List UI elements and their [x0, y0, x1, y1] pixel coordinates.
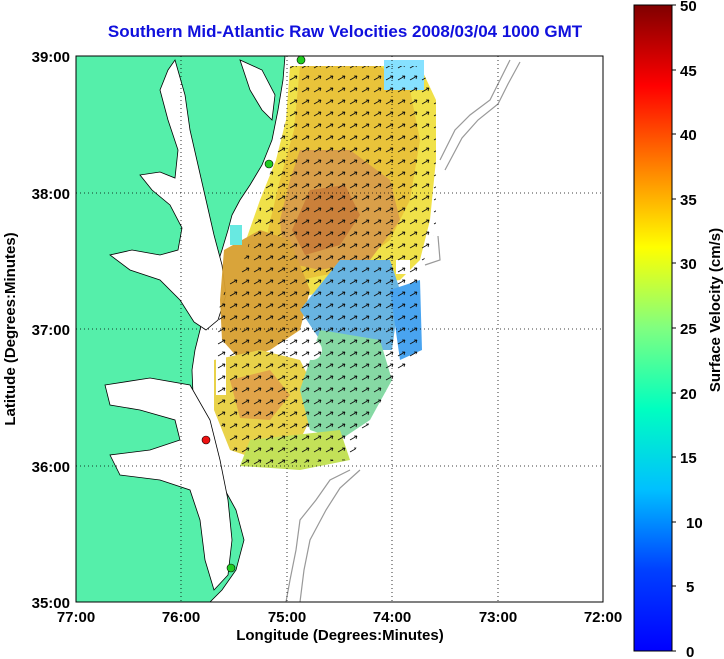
y-tick-label: 38:00 [32, 186, 70, 203]
colorbar-tick-label: 0 [686, 644, 694, 659]
x-tick-labels: 77:00 76:00 75:00 74:00 73:00 72:00 [57, 609, 622, 626]
colorbar-tick-label: 30 [680, 256, 697, 273]
x-tick-label: 73:00 [479, 609, 517, 626]
map-title: Southern Mid-Atlantic Raw Velocities 200… [107, 22, 583, 41]
colorbar-tick-label: 20 [680, 386, 697, 403]
colorbar-tick-label: 15 [680, 450, 697, 467]
colorbar-ticks [672, 4, 676, 652]
y-tick-label: 36:00 [32, 459, 70, 476]
y-tick-labels: 39:00 38:00 37:00 36:00 35:00 [32, 49, 70, 612]
y-tick-label: 37:00 [32, 322, 70, 339]
y-axis-label: Latitude (Degrees:Minutes) [2, 232, 19, 425]
station-marker [264, 159, 274, 169]
x-tick-label: 75:00 [268, 609, 306, 626]
y-tick-label: 35:00 [32, 595, 70, 612]
colorbar-label: Surface Velocity (cm/s) [707, 228, 724, 392]
station-markers [201, 55, 306, 573]
colorbar-tick-label: 45 [680, 63, 697, 80]
y-tick-label: 39:00 [32, 49, 70, 66]
colorbar-tick-label: 10 [686, 515, 703, 532]
x-axis-label: Longitude (Degrees:Minutes) [236, 627, 444, 644]
station-marker [296, 55, 306, 65]
x-tick-label: 77:00 [57, 609, 95, 626]
colorbar-tick-label: 35 [680, 192, 697, 209]
x-tick-label: 76:00 [162, 609, 200, 626]
grid-lines [76, 56, 603, 602]
colorbar-tick-label: 40 [680, 127, 697, 144]
colorbar-tick-labels: 50 45 40 35 30 25 20 15 10 5 0 [680, 0, 703, 659]
colorbar-tick-label: 5 [686, 579, 694, 596]
colorbar-tick-label: 50 [680, 0, 697, 15]
station-marker [226, 563, 236, 573]
velocity-field [214, 60, 436, 470]
x-tick-label: 74:00 [373, 609, 411, 626]
chesapeake-bay [109, 59, 227, 331]
x-tick-label: 72:00 [584, 609, 622, 626]
colorbar-tick-label: 25 [680, 321, 697, 338]
pamlico-sound [104, 377, 233, 591]
bathymetry-contours [285, 59, 521, 602]
colorbar [633, 4, 673, 652]
station-marker [201, 435, 211, 445]
